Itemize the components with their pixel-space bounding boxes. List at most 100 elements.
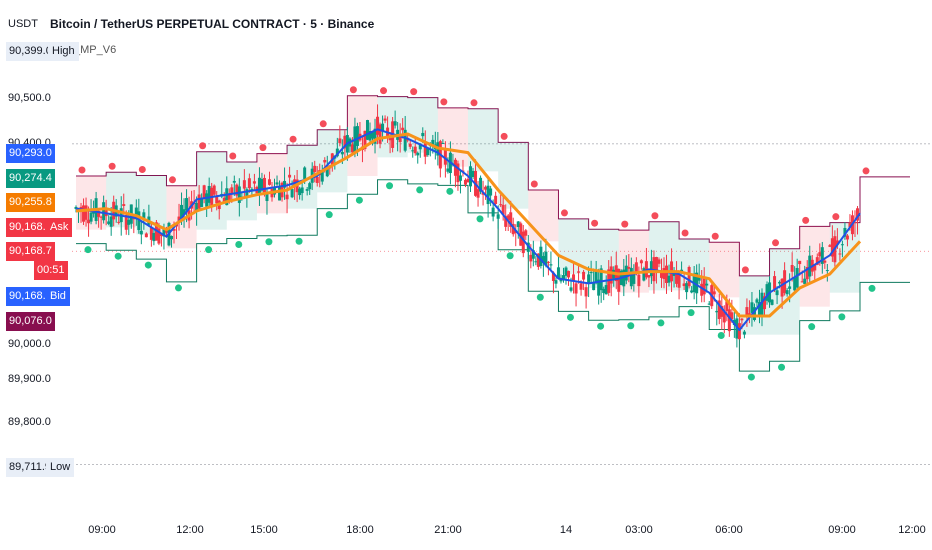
price-tag: 90,255.8: [6, 193, 55, 212]
candle-body: [441, 143, 445, 145]
candle-body: [720, 306, 724, 317]
symbol-title[interactable]: Bitcoin / TetherUS PERPETUAL CONTRACT · …: [50, 17, 375, 31]
candle-body: [267, 179, 271, 185]
bid-price-tag: 90,168.6: [6, 287, 55, 306]
candle-body: [159, 234, 163, 236]
candle-body: [285, 194, 289, 200]
candle-body: [363, 130, 367, 149]
candle-body: [340, 151, 344, 155]
candle-body: [597, 279, 601, 296]
grid-lines: [72, 143, 932, 465]
candle-body: [627, 266, 631, 269]
candle-body: [803, 278, 807, 285]
candle-body: [471, 170, 475, 178]
candle-body: [519, 223, 523, 246]
candle-body: [773, 276, 777, 290]
candle-body: [695, 272, 699, 294]
candle-body: [556, 267, 560, 279]
candle-body: [604, 285, 608, 295]
candle-body: [727, 309, 731, 332]
candle-body: [215, 196, 219, 204]
candle-body: [798, 260, 802, 265]
candle-body: [742, 331, 746, 335]
candle-body: [491, 207, 495, 217]
sell-signal-dot: [410, 88, 418, 96]
candle-body: [737, 323, 741, 340]
candle-body: [745, 307, 749, 317]
candle-body: [157, 228, 161, 244]
candle-body: [247, 178, 251, 189]
candle-body: [820, 247, 824, 264]
candle-body: [848, 222, 852, 228]
candle-body: [654, 257, 658, 272]
candle-body: [144, 233, 148, 238]
time-tick: 03:00: [625, 524, 653, 536]
candle-body: [506, 215, 510, 221]
candle-body: [715, 310, 719, 313]
sell-signal-dot: [530, 180, 538, 188]
candle-body: [634, 262, 638, 275]
candle-body: [185, 198, 189, 211]
buy-signal-dot: [205, 246, 213, 254]
candle-body: [376, 116, 380, 135]
candle-body: [84, 205, 88, 220]
candle-body: [685, 283, 689, 293]
candle-body: [411, 150, 415, 152]
buy-signal-dot: [84, 246, 92, 254]
sell-signal-dot: [772, 239, 780, 247]
candle-body: [323, 159, 327, 163]
candle-body: [453, 159, 457, 176]
candle-body: [408, 143, 412, 147]
candle-body: [617, 268, 621, 292]
candle-body: [102, 202, 106, 221]
moving-averages: [75, 128, 862, 331]
candle-body: [413, 146, 417, 154]
buy-signal-dot: [838, 313, 846, 321]
candle-body: [541, 256, 545, 264]
candle-body: [232, 180, 236, 183]
candle-body: [162, 228, 166, 237]
time-axis[interactable]: 09:00 12:00 15:00 18:00 21:00 14 03:00 0…: [72, 510, 932, 550]
candle-body: [815, 257, 819, 265]
candle-body: [587, 274, 591, 284]
candle-body: [212, 185, 216, 195]
candle-body: [629, 267, 633, 287]
candle-body: [783, 270, 787, 293]
candle-body: [393, 121, 397, 126]
ask-label: Ask: [46, 218, 73, 237]
candle-body: [637, 274, 641, 287]
candle-body: [567, 270, 571, 278]
candle-body: [365, 120, 369, 140]
candle-body: [572, 274, 576, 282]
candle-body: [602, 288, 606, 294]
candle-body: [509, 212, 513, 227]
sell-signal-dot: [319, 120, 327, 128]
candle-body: [649, 261, 653, 277]
price-tag: 90,076.0: [6, 312, 55, 331]
low-label: Low: [46, 458, 75, 477]
buy-signal-dot: [868, 284, 876, 292]
buy-signal-dot: [295, 237, 303, 245]
candle-body: [835, 240, 839, 245]
candle-body: [388, 136, 392, 141]
candle-body: [778, 281, 782, 284]
buy-signal-dot: [536, 293, 544, 301]
candle-body: [511, 223, 515, 235]
candle-body: [486, 185, 490, 205]
candle-body: [574, 283, 578, 294]
candle-body: [107, 221, 111, 224]
candle-body: [381, 123, 385, 131]
candle-body: [594, 270, 598, 284]
candle-body: [275, 182, 279, 185]
candle-body: [82, 205, 86, 222]
buy-signal-dot: [174, 284, 182, 292]
candle-body: [682, 283, 686, 287]
cloud-segment: [709, 242, 740, 298]
sell-signal-dot: [138, 166, 146, 174]
candle-body: [225, 188, 229, 206]
candle-body: [200, 197, 204, 207]
candle-body: [785, 290, 789, 295]
candle-body: [677, 274, 681, 288]
candle-body: [371, 132, 375, 139]
